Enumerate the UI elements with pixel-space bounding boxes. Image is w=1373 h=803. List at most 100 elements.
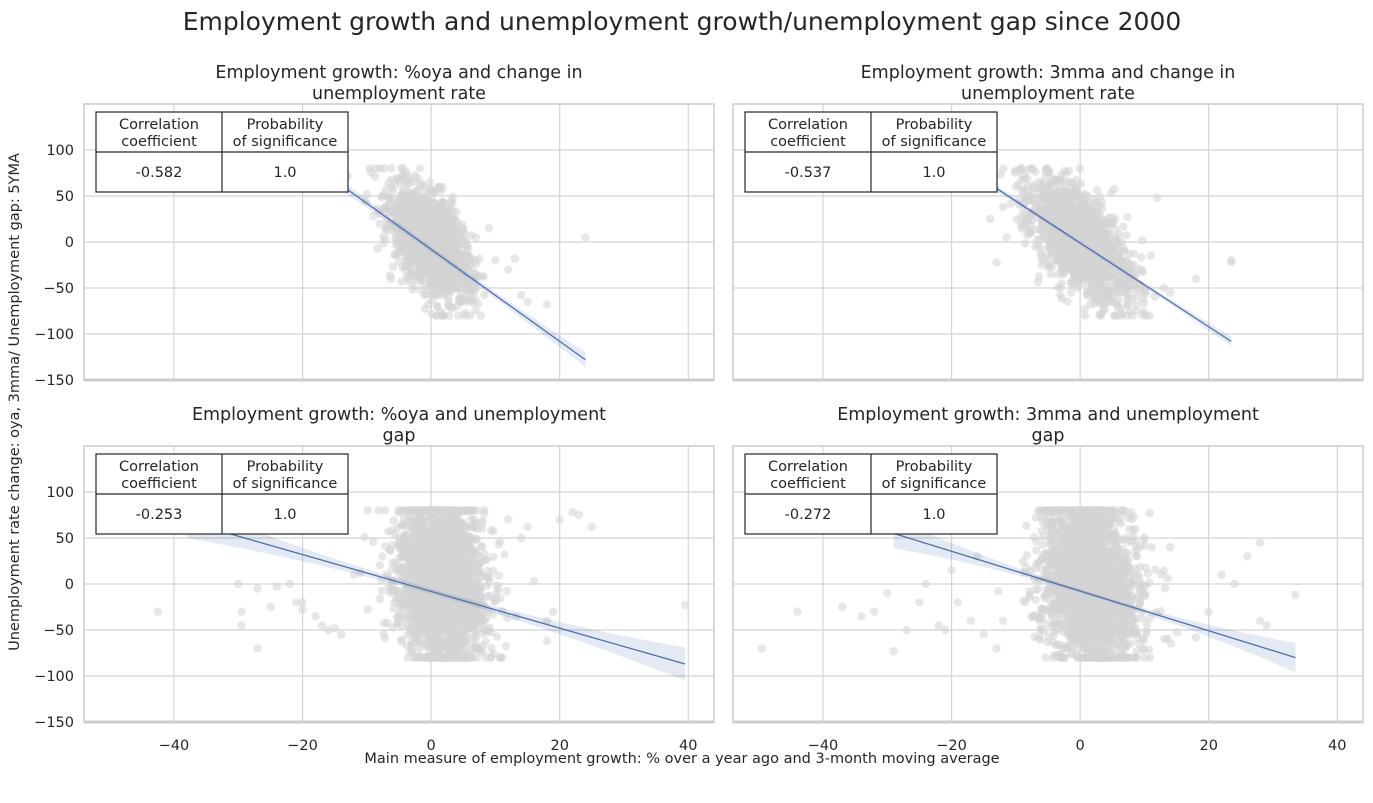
scatter-point	[388, 262, 398, 271]
scatter-point	[1117, 264, 1126, 273]
scatter-point	[1096, 311, 1105, 320]
scatter-point	[996, 170, 1005, 179]
scatter-point	[1086, 300, 1095, 309]
scatter-point	[1043, 225, 1052, 234]
scatter-point	[411, 213, 420, 222]
figure-title: Employment growth and unemployment growt…	[183, 7, 1182, 36]
scatter-point	[1081, 209, 1091, 218]
scatter-point	[414, 191, 423, 200]
scatter-point	[425, 177, 435, 187]
scatter-point	[1080, 311, 1090, 320]
scatter-point	[466, 287, 476, 296]
scatter-point	[1134, 264, 1143, 273]
scatter-point	[393, 198, 402, 208]
subplot-title-line: Employment growth: %oya and unemployment	[192, 405, 606, 425]
scatter-point	[464, 269, 473, 278]
scatter-point	[1064, 199, 1074, 208]
scatter-point	[450, 247, 459, 256]
scatter-point	[421, 227, 431, 237]
scatter-point	[412, 201, 422, 210]
scatter-point	[377, 576, 386, 585]
scatter-point	[389, 224, 399, 233]
scatter-point	[414, 246, 424, 256]
scatter-point	[1159, 283, 1168, 293]
scatter-point	[1084, 198, 1093, 208]
scatter-point	[397, 217, 407, 226]
scatter-point	[382, 570, 391, 579]
scatter-point	[1097, 254, 1106, 263]
scatter-point	[1057, 294, 1066, 303]
scatter-point	[1066, 215, 1076, 224]
scatter-point	[416, 263, 426, 273]
scatter-point	[1227, 258, 1236, 267]
scatter-point	[410, 626, 420, 635]
scatter-point	[383, 527, 393, 536]
scatter-point	[1125, 260, 1135, 269]
scatter-point	[1103, 272, 1113, 281]
table-header-text: Probability	[247, 117, 324, 133]
scatter-point	[1138, 310, 1147, 319]
scatter-point	[1119, 247, 1129, 256]
scatter-point	[1053, 187, 1062, 197]
plot-area	[153, 504, 690, 681]
scatter-point	[1088, 283, 1098, 293]
scatter-point	[375, 219, 384, 228]
y-tick-label: −50	[43, 281, 74, 297]
scatter-point	[489, 552, 498, 562]
scatter-point	[428, 187, 438, 197]
scatter-point	[502, 586, 512, 596]
scatter-point	[362, 189, 372, 199]
scatter-point	[1078, 222, 1087, 231]
scatter-point	[471, 306, 480, 315]
scatter-point	[1020, 239, 1030, 248]
scatter-point	[510, 254, 519, 263]
scatter-point	[449, 633, 459, 642]
scatter-point	[482, 555, 492, 565]
scatter-point	[446, 226, 455, 235]
scatter-point	[1058, 263, 1067, 272]
scatter-point	[1113, 241, 1122, 251]
scatter-point	[377, 586, 387, 596]
scatter-point	[447, 269, 457, 278]
scatter-point	[1135, 279, 1144, 289]
scatter-point	[379, 239, 388, 248]
scatter-point	[1137, 253, 1146, 262]
scatter-point	[469, 523, 479, 532]
scatter-point	[1123, 212, 1132, 222]
scatter-point	[1093, 266, 1103, 276]
scatter-point	[1150, 292, 1160, 301]
scatter-point	[387, 164, 396, 173]
scatter-point	[1059, 270, 1068, 279]
scatter-point	[438, 239, 448, 249]
scatter-point	[361, 196, 370, 206]
scatter-point	[467, 262, 476, 272]
scatter-point	[398, 262, 407, 271]
scatter-point	[1092, 295, 1102, 304]
scatter-point	[1031, 242, 1040, 251]
scatter-point	[408, 222, 418, 232]
scatter-point	[428, 284, 437, 293]
scatter-point	[501, 641, 511, 651]
scatter-point	[381, 224, 391, 234]
scatter-point	[504, 265, 513, 274]
scatter-point	[1110, 298, 1119, 307]
scatter-point	[1153, 193, 1162, 203]
scatter-point	[1051, 176, 1060, 185]
table-header-text: Correlation	[768, 117, 848, 133]
scatter-point	[1056, 283, 1065, 292]
scatter-point	[1044, 167, 1054, 176]
scatter-point	[480, 290, 489, 300]
scatter-point	[1059, 186, 1069, 195]
scatter-point	[424, 629, 433, 638]
scatter-point	[1037, 179, 1047, 188]
scatter-point	[1062, 237, 1071, 246]
scatter-point	[1120, 280, 1129, 290]
scatter-point	[1047, 262, 1057, 272]
scatter-point	[416, 270, 426, 280]
x-axis-label: Main measure of employment growth: % ove…	[364, 751, 999, 767]
scatter-point	[373, 244, 382, 253]
scatter-point	[1138, 236, 1147, 245]
scatter-point	[1191, 274, 1201, 283]
scatter-point	[581, 233, 590, 242]
scatter-point	[444, 311, 454, 320]
